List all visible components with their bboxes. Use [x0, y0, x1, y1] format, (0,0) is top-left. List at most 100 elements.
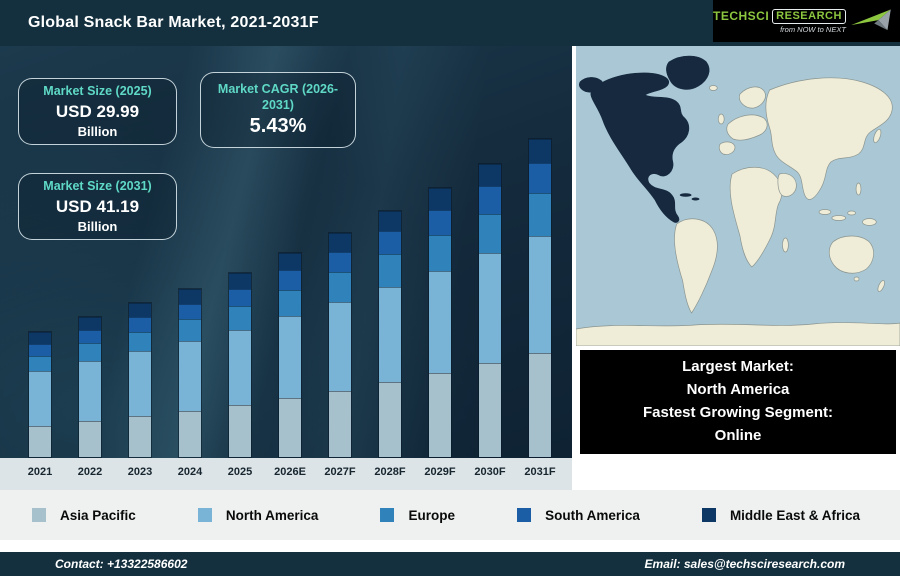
logo-arrow-icon	[850, 9, 891, 31]
market-cagr-box: Market CAGR (2026-2031) 5.43%	[200, 72, 356, 148]
legend-swatch-asia-pacific	[32, 508, 46, 522]
legend-item-south-america: South America	[517, 508, 640, 523]
bar-2026e-segment-north-america	[279, 315, 301, 399]
bar-2028f-segment-middle-east-africa	[379, 211, 401, 232]
bar-2027f-segment-europe	[329, 272, 351, 302]
market-size-2025-value: USD 29.99	[55, 101, 140, 121]
region-indonesia-2	[831, 215, 847, 221]
bar-2022-segment-asia-pacific	[79, 421, 101, 457]
x-axis-label-2021: 2021	[27, 466, 53, 478]
market-size-2025-box: Market Size (2025) USD 29.99 Billion	[18, 78, 177, 145]
bar-2030f	[478, 163, 502, 458]
bar-2031f	[528, 138, 552, 458]
bar-2025-segment-asia-pacific	[229, 405, 251, 457]
region-japan	[873, 128, 882, 144]
bar-2021-segment-europe	[29, 355, 51, 371]
bar-2023-segment-south-america	[129, 317, 151, 332]
region-europe	[726, 114, 768, 141]
bar-2025-segment-middle-east-africa	[229, 273, 251, 289]
market-size-2031-label: Market Size (2031)	[43, 179, 152, 194]
bar-2030f-segment-north-america	[479, 253, 501, 364]
x-axis-label-2022: 2022	[77, 466, 103, 478]
x-axis-label-2031f: 2031F	[524, 466, 556, 478]
footer-email: Email: sales@techsciresearch.com	[644, 557, 845, 571]
market-cagr-value: 5.43%	[249, 115, 307, 138]
bar-2023	[128, 302, 152, 458]
region-scandinavia	[739, 86, 766, 109]
map-panel: Largest Market: North America Fastest Gr…	[572, 46, 900, 458]
bar-2030f-segment-europe	[479, 213, 501, 254]
bar-2023-segment-asia-pacific	[129, 416, 151, 457]
map-callout-box: Largest Market: North America Fastest Gr…	[580, 350, 896, 454]
legend-item-middle-east-africa: Middle East & Africa	[701, 508, 860, 523]
legend: Asia Pacific North America Europe South Ame…	[0, 490, 900, 540]
region-iceland	[709, 85, 718, 91]
callout-largest-market-label: Largest Market:	[682, 358, 794, 376]
footer-contact: Contact: +13322586602	[55, 557, 188, 571]
region-philippines	[855, 182, 862, 196]
callout-largest-market-value: North America	[686, 381, 790, 399]
world-map	[576, 46, 900, 346]
x-axis-label-2025: 2025	[227, 466, 253, 478]
region-arabia	[777, 173, 797, 197]
bar-2024-segment-north-america	[179, 340, 201, 412]
bar-2026e-segment-asia-pacific	[279, 398, 301, 457]
region-indonesia-1	[818, 209, 832, 215]
bar-2031f-segment-asia-pacific	[529, 352, 551, 458]
bar-2024-segment-europe	[179, 319, 201, 341]
bar-2022-segment-europe	[79, 343, 101, 361]
bar-2023-segment-north-america	[129, 350, 151, 417]
bar-2029f-segment-asia-pacific	[429, 373, 451, 457]
bar-2030f-segment-south-america	[479, 186, 501, 214]
market-size-2031-unit: Billion	[77, 218, 118, 234]
legend-label-south-america: South America	[545, 507, 640, 523]
x-axis-label-2023: 2023	[127, 466, 153, 478]
bar-2024-segment-south-america	[179, 303, 201, 320]
legend-label-north-america: North America	[225, 507, 319, 523]
region-caribbean-2	[691, 197, 700, 201]
logo-brand-secondary: Research	[772, 8, 846, 24]
bar-2031f-segment-south-america	[529, 162, 551, 193]
x-axis-label-2029f: 2029F	[424, 466, 456, 478]
bar-2028f-segment-north-america	[379, 286, 401, 383]
bar-2025	[228, 272, 252, 458]
legend-item-europe: Europe	[380, 508, 455, 523]
region-australia	[828, 235, 874, 274]
bar-2030f-segment-middle-east-africa	[479, 164, 501, 187]
x-axis-label-2028f: 2028F	[374, 466, 406, 478]
market-size-2025-label: Market Size (2025)	[43, 84, 152, 99]
techsci-logo: TechSci Research from NOW to NEXT	[713, 0, 900, 42]
bar-2029f-segment-south-america	[429, 209, 451, 235]
legend-item-north-america: North America	[197, 507, 319, 523]
bar-2026e-segment-europe	[279, 289, 301, 316]
legend-swatch-south-america	[517, 508, 532, 522]
region-new-zealand	[877, 280, 885, 292]
stacked-bars	[0, 138, 572, 458]
region-antarctica	[576, 322, 900, 346]
bar-2027f-segment-north-america	[329, 301, 351, 391]
bar-2028f	[378, 210, 402, 458]
bar-2021	[28, 331, 52, 458]
bar-2021-segment-middle-east-africa	[29, 332, 51, 344]
bar-2025-segment-north-america	[229, 329, 251, 406]
world-map-image	[576, 46, 900, 346]
bar-2029f	[428, 187, 452, 458]
x-axis: 2021 2022 2023 2024 2025 2026E 2027F 2028F 2029F…	[0, 458, 900, 490]
bar-2023-segment-middle-east-africa	[129, 303, 151, 317]
bar-2025-segment-south-america	[229, 288, 251, 307]
bar-2026e-segment-south-america	[279, 270, 301, 290]
x-axis-label-2027f: 2027F	[324, 466, 356, 478]
callout-fastest-segment-label: Fastest Growing Segment:	[642, 404, 834, 421]
bar-2023-segment-europe	[129, 331, 151, 351]
bar-2022-segment-middle-east-africa	[79, 317, 101, 330]
bar-2030f-segment-asia-pacific	[479, 363, 501, 457]
main-area: Market Size (2025) USD 29.99 Billion Mar…	[0, 46, 900, 458]
region-uk	[717, 113, 725, 125]
market-size-2025-unit: Billion	[77, 123, 118, 139]
region-greenland	[666, 55, 710, 90]
bar-2022	[78, 316, 102, 458]
bar-2029f-segment-europe	[429, 234, 451, 271]
bar-2027f	[328, 232, 352, 458]
bar-2029f-segment-north-america	[429, 270, 451, 374]
legend-swatch-middle-east-africa	[701, 508, 716, 522]
